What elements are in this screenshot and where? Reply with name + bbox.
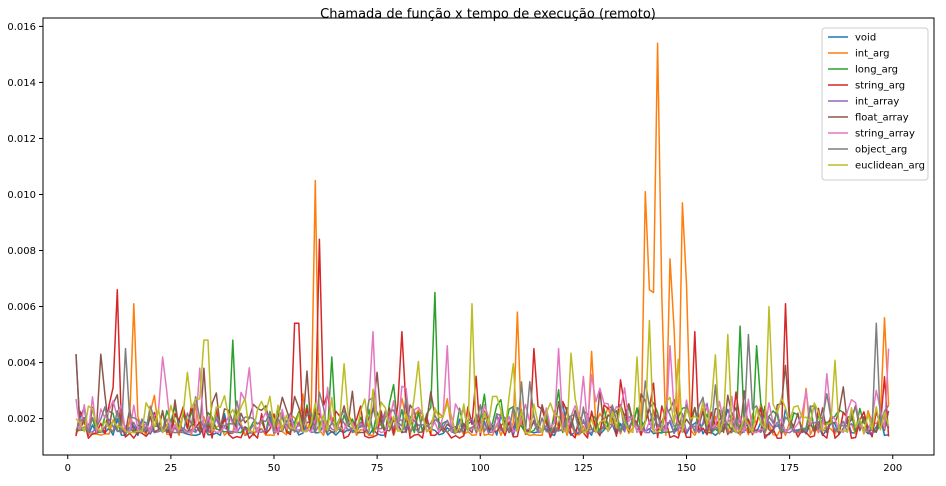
x-tick-label: 200 <box>883 463 902 474</box>
plot-frame <box>42 17 935 456</box>
y-tick-label: 0.006 <box>7 302 36 313</box>
legend: void int_arg long_arg string_arg int_arrayfl… <box>821 27 929 181</box>
x-tick-label: 175 <box>780 463 799 474</box>
legend-label: string_arg <box>855 81 905 92</box>
x-tick-label: 25 <box>165 463 178 474</box>
x-axis: 0 25 50 75 100 125 150 175 200 <box>65 455 902 474</box>
legend-label: long_arg <box>855 65 898 76</box>
y-tick-label: 0.008 <box>7 246 36 257</box>
y-tick-label: 0.012 <box>7 134 36 145</box>
legend-label: euclidean_arg <box>855 161 925 172</box>
x-tick-label: 100 <box>471 463 490 474</box>
legend-label: float_array <box>855 113 909 124</box>
legend-label: string_array <box>855 129 915 140</box>
legend-box <box>821 27 929 181</box>
legend-label: int_array <box>855 97 899 108</box>
y-tick-label: 0.004 <box>7 358 36 369</box>
y-tick-label: 0.014 <box>7 78 36 89</box>
x-tick-label: 150 <box>677 463 696 474</box>
x-tick-label: 75 <box>371 463 384 474</box>
y-tick-label: 0.010 <box>7 190 36 201</box>
x-tick-label: 125 <box>574 463 593 474</box>
plot-lines <box>75 42 890 439</box>
y-tick-label: 0.016 <box>7 22 36 33</box>
legend-label: object_arg <box>855 145 907 156</box>
series-line-euclidean-arg <box>75 302 890 434</box>
x-tick-label: 50 <box>268 463 281 474</box>
chart-title: Chamada de função x tempo de execução (r… <box>320 7 656 22</box>
y-tick-label: 0.002 <box>7 414 36 425</box>
y-axis: 0.002 0.004 0.006 0.008 0.010 0.012 0.014 0.016 <box>7 22 43 425</box>
x-tick-label: 0 <box>65 463 71 474</box>
legend-label: void <box>855 33 876 44</box>
legend-label: int_arg <box>855 49 889 60</box>
